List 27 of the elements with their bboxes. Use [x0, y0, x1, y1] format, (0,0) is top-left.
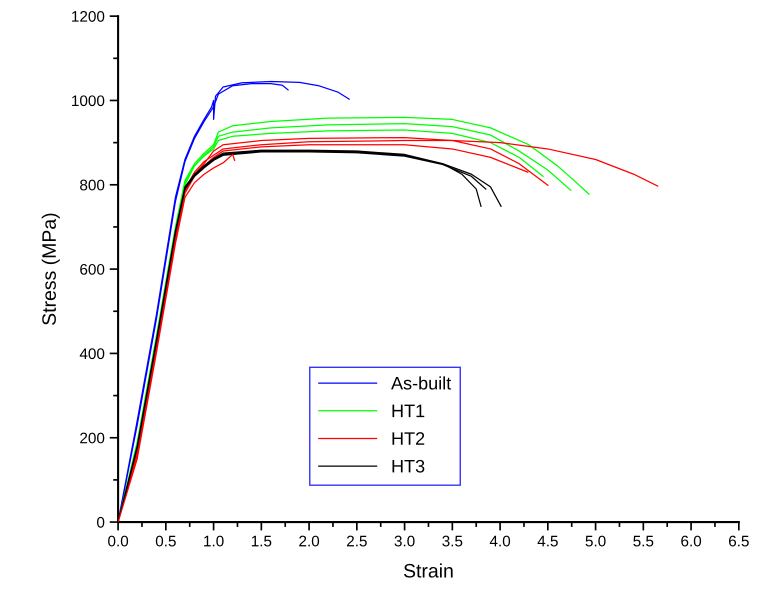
x-tick-label: 5.5 [633, 536, 654, 546]
x-tick-label: 1.0 [204, 536, 224, 546]
x-tick-label: 0.0 [108, 536, 128, 546]
y-tick-label: 200 [80, 432, 104, 444]
y-tick-label: 1000 [72, 95, 104, 106]
x-tick-label: 6.5 [728, 536, 749, 546]
x-tick-label: 1.5 [252, 536, 272, 546]
x-axis-title: Strain [404, 563, 453, 578]
y-axis-title: Stress (MPa) [42, 214, 60, 325]
x-tick-label: 4.0 [490, 536, 510, 546]
y-tick-label: 0 [97, 516, 104, 528]
y-tick-label: 1200 [72, 11, 104, 22]
y-tick-label: 800 [80, 180, 104, 190]
x-tick-label: 4.5 [538, 536, 558, 546]
x-tick-label: 0.5 [156, 536, 176, 546]
legend-label: HT2 [392, 432, 424, 445]
x-tick-label: 3.5 [442, 536, 462, 546]
x-tick-label: 5.0 [586, 536, 606, 546]
legend-label: HT1 [392, 404, 424, 418]
y-tick-label: 600 [80, 264, 104, 275]
legend-label: HT3 [392, 460, 424, 473]
legend-label: As-built [391, 376, 452, 390]
x-tick-label: 3.0 [394, 536, 415, 546]
x-tick-label: 2.0 [299, 536, 320, 546]
x-tick-label: 2.5 [346, 536, 367, 546]
y-tick-label: 400 [80, 348, 104, 360]
x-tick-label: 6.0 [681, 536, 702, 546]
